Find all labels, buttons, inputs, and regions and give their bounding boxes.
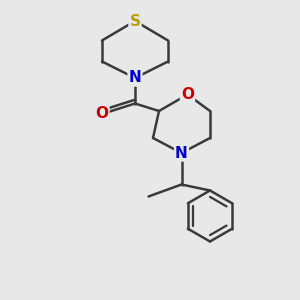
Text: O: O [181, 87, 194, 102]
Text: N: N [175, 146, 188, 160]
Text: O: O [95, 106, 109, 122]
Text: S: S [130, 14, 140, 28]
Text: N: N [129, 70, 141, 86]
